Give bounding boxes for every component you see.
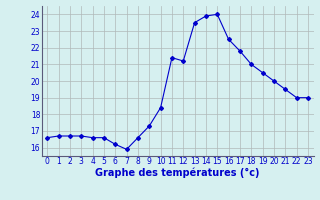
X-axis label: Graphe des températures (°c): Graphe des températures (°c) <box>95 168 260 178</box>
